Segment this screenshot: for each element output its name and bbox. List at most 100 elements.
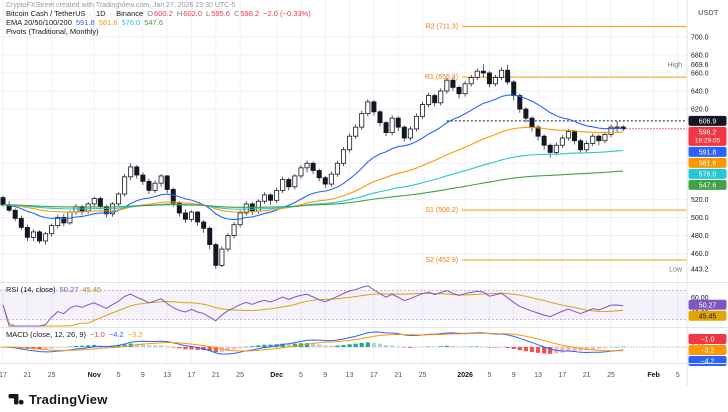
rsi-ma-line[interactable] bbox=[2, 292, 624, 327]
ema-50-line[interactable] bbox=[3, 126, 624, 213]
price-axis-tick[interactable]: 620.0 bbox=[691, 107, 709, 114]
candle-body bbox=[55, 217, 61, 227]
last-price-badge bbox=[688, 126, 727, 146]
macd-hist-bar bbox=[49, 347, 54, 349]
macd-line[interactable] bbox=[3, 331, 624, 355]
candle-body bbox=[572, 131, 578, 142]
tradingview-logo-text: TradingView bbox=[29, 391, 108, 407]
ema-badge bbox=[688, 146, 727, 157]
time-axis-tick[interactable]: Dec bbox=[270, 372, 283, 379]
rsi-line[interactable] bbox=[2, 285, 624, 327]
time-axis-tick[interactable]: 21 bbox=[212, 372, 220, 379]
macd-signal-line[interactable] bbox=[3, 332, 624, 352]
candle-body bbox=[517, 95, 523, 110]
macd-hist-bar bbox=[438, 346, 443, 347]
time-axis-tick[interactable]: 13 bbox=[534, 372, 542, 379]
time-axis-tick[interactable]: 9 bbox=[323, 372, 327, 379]
candle-body bbox=[43, 233, 49, 242]
time-axis-tick[interactable]: 25 bbox=[419, 372, 427, 379]
candle-body bbox=[316, 170, 322, 179]
time-axis-tick[interactable]: 25 bbox=[236, 372, 244, 379]
price-axis-tick[interactable]: 460.0 bbox=[691, 251, 709, 258]
time-axis-tick[interactable]: 2026 bbox=[457, 372, 473, 379]
ema-badge-text: 591.8 bbox=[699, 149, 717, 156]
time-axis-tick[interactable]: Nov bbox=[88, 372, 101, 379]
candle-body bbox=[116, 193, 122, 205]
ema-200-line[interactable] bbox=[3, 170, 624, 208]
rsi-axis-tick[interactable]: 60.00 bbox=[691, 295, 709, 302]
macd-hist-bar bbox=[152, 345, 158, 347]
time-axis-tick[interactable]: 13 bbox=[163, 372, 171, 379]
candle-body bbox=[213, 244, 219, 266]
price-axis-tick[interactable]: 480.0 bbox=[691, 233, 709, 240]
tradingview-logo[interactable]: TradingView bbox=[8, 391, 108, 407]
macd-legend-row[interactable]: MACD (close, 12, 26, 9) −1.0 −4.2 −3.2 bbox=[6, 330, 142, 339]
rsi-legend-row[interactable]: RSI (14, close) 50.27 45.45 bbox=[6, 285, 101, 294]
ema-100-line[interactable] bbox=[3, 149, 624, 210]
time-axis-tick[interactable]: 25 bbox=[607, 372, 615, 379]
candle-body bbox=[553, 144, 559, 153]
time-axis-tick[interactable]: 5 bbox=[487, 372, 491, 379]
time-axis-tick[interactable]: 21 bbox=[583, 372, 591, 379]
candle-body bbox=[590, 135, 596, 144]
macd-hist-bar bbox=[347, 344, 352, 347]
time-axis-tick[interactable]: 25 bbox=[48, 372, 56, 379]
candle-body bbox=[596, 135, 602, 142]
macd-badge-text: −1.0 bbox=[701, 337, 715, 344]
time-axis-tick[interactable]: 17 bbox=[558, 372, 566, 379]
price-axis-tick[interactable]: 500.0 bbox=[691, 215, 709, 222]
time-axis-tick[interactable]: 5 bbox=[299, 372, 303, 379]
macd-hist-bar bbox=[602, 347, 608, 349]
candle-body bbox=[292, 175, 298, 188]
time-axis-tick[interactable]: 13 bbox=[346, 372, 354, 379]
pivot-label: S1 (508.2) bbox=[425, 207, 458, 214]
macd-hist-bar bbox=[523, 347, 528, 352]
macd-hist-bar bbox=[365, 342, 370, 347]
low-value: 443.2 bbox=[691, 266, 709, 273]
macd-hist-bar bbox=[456, 346, 462, 348]
macd-hist-bar bbox=[548, 347, 553, 354]
candle-body bbox=[499, 69, 505, 78]
time-axis-tick[interactable]: 17 bbox=[0, 372, 7, 379]
candle-body bbox=[523, 108, 529, 119]
candle-body bbox=[140, 174, 146, 182]
time-axis-tick[interactable]: 21 bbox=[23, 372, 31, 379]
price-axis-tick[interactable]: 520.0 bbox=[691, 197, 709, 204]
macd-hist-bar bbox=[402, 347, 407, 348]
price-axis-tick[interactable]: 640.0 bbox=[691, 89, 709, 96]
pivots-legend-row[interactable]: Pivots (Traditional, Monthly) bbox=[6, 27, 99, 36]
candle-body bbox=[413, 115, 419, 130]
time-axis-tick[interactable]: 9 bbox=[141, 372, 145, 379]
candle-body bbox=[377, 111, 383, 124]
candle-body bbox=[201, 221, 207, 229]
price-axis-tick[interactable]: 660.0 bbox=[691, 70, 709, 77]
price-axis-tick[interactable]: 680.0 bbox=[691, 52, 709, 59]
macd-signal-value: −3.2 bbox=[127, 330, 143, 339]
time-axis-tick[interactable]: 17 bbox=[188, 372, 196, 379]
candle-body bbox=[128, 166, 134, 178]
price-axis-tick[interactable]: 700.0 bbox=[691, 34, 709, 41]
candle-body bbox=[30, 231, 36, 238]
time-axis-tick[interactable]: 21 bbox=[394, 372, 402, 379]
candle-body bbox=[304, 162, 310, 169]
time-axis-tick[interactable]: 5 bbox=[117, 372, 121, 379]
time-axis-tick[interactable]: Feb bbox=[647, 372, 659, 379]
candle-body bbox=[365, 101, 371, 115]
candle-body bbox=[152, 182, 158, 191]
candle-body bbox=[243, 203, 249, 214]
time-axis-tick[interactable]: 5 bbox=[676, 372, 680, 379]
candle-body bbox=[505, 69, 511, 83]
time-axis-tick[interactable]: 17 bbox=[370, 372, 378, 379]
macd-hist-bar bbox=[292, 343, 297, 347]
macd-hist-bar bbox=[566, 347, 571, 352]
macd-hist-bar bbox=[195, 347, 200, 350]
candle-body bbox=[438, 90, 444, 104]
rsi-ma-value: 45.45 bbox=[82, 285, 102, 294]
symbol-legend-row[interactable]: Bitcoin Cash / TetherUS · 1D · Binance O… bbox=[6, 9, 311, 18]
time-axis-tick[interactable]: 9 bbox=[512, 372, 516, 379]
macd-hist-value: −1.0 bbox=[90, 330, 105, 339]
candle-body bbox=[97, 198, 103, 208]
ema-legend-row[interactable]: EMA 20/50/100/200 591.8 581.6 576.0 547.… bbox=[6, 18, 163, 27]
ema-20-line[interactable] bbox=[2, 94, 624, 221]
